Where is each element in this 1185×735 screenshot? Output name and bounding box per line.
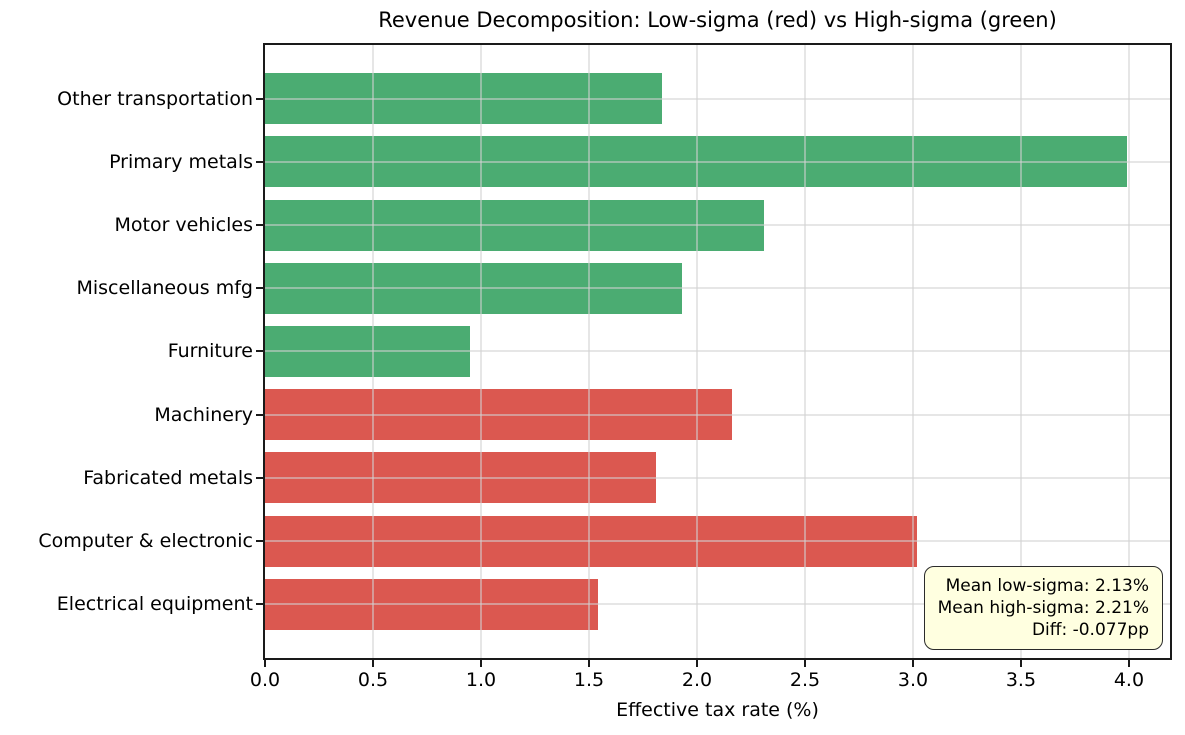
x-tick-mark — [371, 658, 374, 667]
y-tick-mark — [256, 413, 265, 416]
x-tick-mark — [587, 658, 590, 667]
y-tick-mark — [256, 97, 265, 100]
y-tick-label-computer-electronic: Computer & electronic — [38, 530, 253, 552]
y-tick-mark — [256, 224, 265, 226]
plot-area: Mean low-sigma: 2.13% Mean high-sigma: 2… — [263, 43, 1172, 660]
gridline-horizontal — [265, 350, 1170, 353]
x-tick-label-1-0: 1.0 — [465, 669, 497, 691]
x-tick-mark — [1019, 658, 1022, 667]
y-tick-label-electrical-equipment: Electrical equipment — [56, 593, 253, 616]
x-tick-label-4-0: 4.0 — [1113, 669, 1145, 691]
y-tick-mark — [256, 540, 265, 542]
gridline-horizontal — [265, 476, 1170, 479]
gridline-horizontal — [265, 160, 1170, 163]
y-tick-label-furniture: Furniture — [167, 340, 253, 363]
x-tick-mark — [1127, 658, 1130, 667]
x-tick-mark — [695, 658, 698, 667]
x-tick-mark — [264, 658, 266, 667]
x-tick-mark — [911, 658, 914, 667]
x-tick-label-0-5: 0.5 — [357, 669, 389, 691]
y-tick-label-machinery: Machinery — [154, 403, 253, 426]
gridline-horizontal — [265, 224, 1170, 226]
y-tick-label-miscellaneous-mfg: Miscellaneous mfg — [76, 277, 253, 300]
y-tick-mark — [256, 350, 265, 353]
y-tick-label-fabricated-metals: Fabricated metals — [83, 466, 253, 489]
y-tick-label-other-transportation: Other transportation — [57, 87, 253, 110]
gridline-horizontal — [265, 540, 1170, 542]
x-tick-label-0-0: 0.0 — [249, 669, 281, 691]
y-tick-mark — [256, 476, 265, 479]
y-tick-label-motor-vehicles: Motor vehicles — [114, 214, 253, 236]
y-tick-label-primary-metals: Primary metals — [109, 150, 253, 173]
gridline-horizontal — [265, 413, 1170, 416]
x-tick-label-3-5: 3.5 — [1005, 669, 1037, 691]
y-tick-mark — [256, 287, 265, 290]
annotation-line-diff: Diff: -0.077pp — [1031, 619, 1149, 640]
gridline-horizontal — [265, 287, 1170, 290]
x-tick-label-3-0: 3.0 — [897, 669, 929, 691]
gridline-horizontal — [265, 97, 1170, 100]
chart-title: Revenue Decomposition: Low-sigma (red) v… — [378, 8, 1057, 32]
y-tick-mark — [256, 603, 265, 606]
gridline-horizontal — [265, 603, 1170, 606]
x-tick-mark — [803, 658, 806, 667]
x-tick-label-2-0: 2.0 — [681, 669, 713, 691]
annotation-line-mean-high-sigma: Mean high-sigma: 2.21% — [937, 597, 1149, 618]
x-axis-label: Effective tax rate (%) — [616, 699, 819, 721]
annotation-box: Mean low-sigma: 2.13% Mean high-sigma: 2… — [923, 565, 1163, 650]
x-tick-label-2-5: 2.5 — [789, 669, 821, 691]
x-tick-label-1-5: 1.5 — [573, 669, 605, 691]
y-tick-mark — [256, 160, 265, 163]
annotation-line-mean-low-sigma: Mean low-sigma: 2.13% — [945, 575, 1149, 596]
x-tick-mark — [479, 658, 482, 667]
